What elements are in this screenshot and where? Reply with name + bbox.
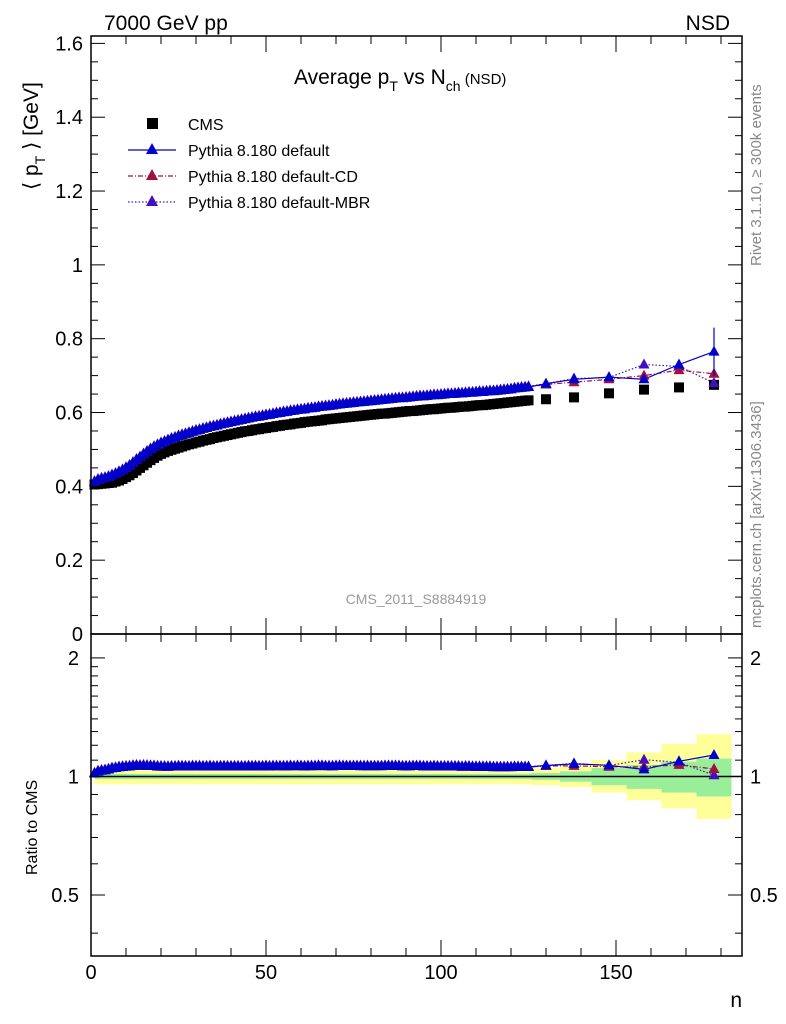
ratio-default-point: [540, 759, 552, 770]
legend-marker-cd: [146, 169, 158, 180]
default-point: [523, 381, 534, 392]
ratio-default-point: [603, 759, 615, 770]
y-axis-label: ⟨ pT ⟩ [GeV]: [20, 82, 48, 190]
ratio-mbr-point: [708, 769, 720, 780]
title-sub-ch: ch: [446, 78, 461, 94]
legend-marker-cms: [147, 118, 158, 129]
ratio-y-tick-label: 2: [68, 648, 79, 670]
ratio-y-tick-label: 0.5: [51, 885, 79, 907]
ratio-cd-point: [708, 763, 720, 774]
cms-point: [674, 382, 684, 393]
cd-point: [673, 364, 685, 375]
ratio-mbr-point: [638, 753, 650, 764]
legend: CMS Pythia 8.180 default Pythia 8.180 de…: [128, 117, 370, 212]
y-tick-label: 0.2: [55, 550, 83, 572]
ratio-default-point: [523, 760, 534, 771]
main-plot: 00.20.40.60.811.21.41.6 Average pT vs Nc…: [20, 33, 743, 646]
cms-point: [523, 395, 534, 406]
ratio-marks: [89, 734, 742, 819]
source-info: mcplots.cern.ch [arXiv:1306.3436]: [748, 401, 765, 628]
legend-label-mbr: Pythia 8.180 default-MBR: [188, 195, 370, 212]
mbr-point: [708, 376, 720, 387]
title-main: Average p: [294, 66, 389, 89]
x-tick-label: 0: [85, 962, 96, 984]
y-tick-label: 1.2: [55, 181, 83, 203]
legend-item-mbr: Pythia 8.180 default-MBR: [128, 195, 370, 212]
default-point: [638, 373, 650, 384]
main-marks: [89, 327, 720, 490]
x-tick-label: 150: [599, 962, 632, 984]
series-line: [94, 369, 715, 483]
legend-label-cd: Pythia 8.180 default-CD: [188, 169, 358, 186]
legend-label-default: Pythia 8.180 default: [188, 143, 330, 160]
ratio-y-tick-label-right: 1: [750, 766, 761, 788]
legend-marker-default: [146, 143, 158, 154]
ratio-y-tick-label-right: 2: [750, 648, 761, 670]
series-line: [94, 363, 715, 482]
legend-item-default: Pythia 8.180 default: [128, 143, 330, 160]
x-tick-label: 100: [424, 962, 457, 984]
title-tag: (NSD): [461, 71, 507, 88]
y-tick-label: 1.6: [55, 33, 83, 55]
y-tick-label: 1.4: [55, 107, 83, 129]
process-label: NSD: [686, 12, 730, 35]
legend-item-cd: Pythia 8.180 default-CD: [128, 169, 358, 186]
default-point: [568, 373, 580, 384]
rivet-info: Rivet 3.1.10, ≥ 300k events: [748, 84, 765, 266]
ratio-axes: 0.5 0.5 1 1 2 2 0 50 100 150: [51, 634, 778, 984]
y-tick-label: 0: [72, 624, 83, 646]
x-tick-label: 50: [255, 962, 277, 984]
default-point: [540, 377, 552, 388]
energy-label: 7000 GeV pp: [104, 12, 228, 35]
ratio-y-tick-label-right: 0.5: [750, 885, 778, 907]
ratio-default-point: [673, 755, 685, 766]
cms-point: [604, 388, 614, 399]
ratio-frame: [90, 633, 743, 957]
y-tick-label: 0.4: [55, 476, 83, 498]
cms-point: [569, 392, 579, 403]
legend-marker-mbr: [146, 195, 158, 206]
title-vs: vs N: [398, 66, 446, 89]
ylabel-main: ⟨ p: [20, 164, 43, 190]
y-tick-label: 0.8: [55, 329, 83, 351]
ylabel-sub: T: [32, 155, 48, 164]
plot-title: Average pT vs Nch (NSD): [294, 66, 506, 94]
ratio-default-point: [568, 757, 580, 768]
cms-point: [541, 394, 551, 405]
x-axis-label: n: [730, 989, 742, 1012]
analysis-id: CMS_2011_S8884919: [346, 591, 487, 607]
legend-item-cms: CMS: [147, 117, 224, 134]
ratio-default-point: [638, 763, 650, 774]
default-point: [603, 371, 615, 382]
legend-label-cms: CMS: [188, 117, 224, 134]
mbr-point: [638, 358, 650, 369]
title-sub-t: T: [389, 78, 398, 94]
ratio-default-point: [708, 749, 720, 760]
y-tick-label: 0.6: [55, 403, 83, 425]
ratio-y-label: Ratio to CMS: [24, 780, 41, 875]
y-tick-label: 1: [72, 255, 83, 277]
ratio-y-tick-label: 1: [68, 766, 79, 788]
cms-point: [639, 384, 649, 395]
ylabel-unit: ⟩ [GeV]: [20, 82, 43, 156]
ratio-plot: 0.5 0.5 1 1 2 2 0 50 100 150 Ratio to CMS n: [24, 633, 778, 1012]
main-axes: 0 0.2 0.4 0.6 0.8 1 1.2 1.4 1.6: [55, 33, 742, 646]
default-point: [673, 358, 685, 369]
